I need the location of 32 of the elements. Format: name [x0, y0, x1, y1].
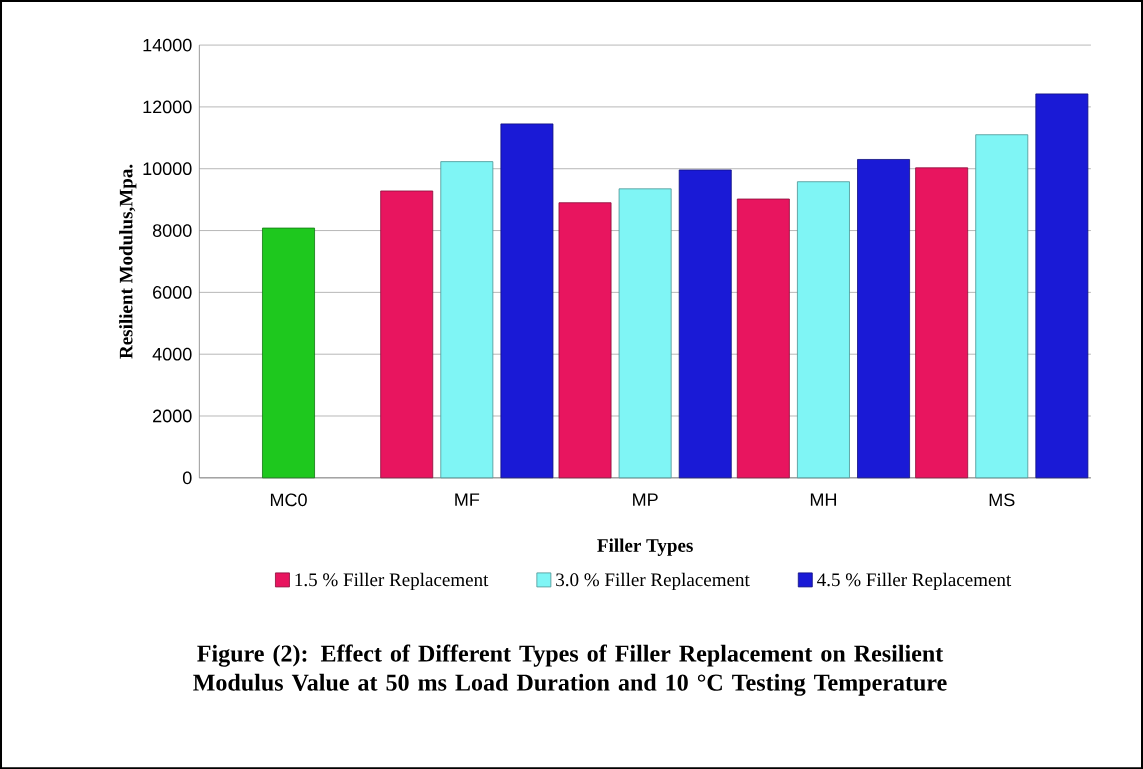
bar — [975, 134, 1029, 479]
legend-label: 3.0 % Filler Replacement — [556, 572, 750, 590]
y-tick-label: 12000 — [143, 100, 192, 114]
text: Figure (2): Effect of Different Types of Filler Replacement on Resilient Modulus Value at 50 ms Load Duration and 10 °C Testing Temperature — [193, 644, 947, 696]
bar — [380, 190, 434, 479]
x-tick-label: MH — [810, 493, 837, 506]
x-tick-label: MC0 — [270, 493, 307, 507]
y-tick-label: 0 — [182, 471, 192, 485]
y-tick-label: 8000 — [152, 223, 192, 237]
x-tick-label: MF — [455, 493, 480, 506]
y-axis-title: Resilient Modulus,Mpa. — [119, 164, 137, 359]
bar — [1035, 93, 1089, 479]
y-tick-label: 2000 — [153, 409, 192, 423]
legend-label: 1.5 % Filler Replacement — [295, 572, 489, 590]
x-tick-label: MS — [989, 493, 1015, 507]
y-tick-label: 10000 — [143, 162, 192, 175]
bar — [915, 167, 969, 479]
bar — [736, 198, 790, 479]
bar — [500, 123, 554, 479]
y-tick-label: 14000 — [143, 38, 192, 52]
x-axis-title: Filler Types — [597, 538, 693, 556]
bar — [558, 202, 612, 479]
bar — [262, 227, 315, 479]
bar — [797, 181, 850, 479]
bar — [618, 188, 672, 479]
bar — [678, 169, 732, 479]
x-tick-label: MP — [633, 493, 658, 506]
y-tick-label: 4000 — [152, 347, 192, 361]
bar — [857, 158, 910, 479]
y-tick-label: 6000 — [153, 285, 192, 299]
legend-label: 4.5 % Filler Replacement — [817, 572, 1012, 590]
bar — [440, 161, 494, 479]
